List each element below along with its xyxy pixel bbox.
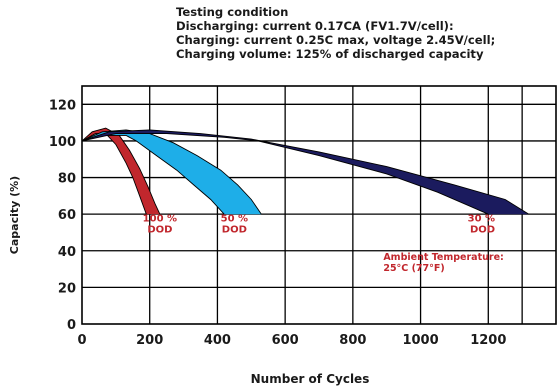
series-label: 30 % bbox=[468, 213, 495, 224]
series-area bbox=[82, 129, 529, 215]
y-axis-title: Capacity (%) bbox=[8, 176, 21, 254]
series-label: DOD bbox=[147, 224, 172, 235]
testing-condition-line: Charging volume: 125% of discharged capa… bbox=[176, 47, 484, 61]
grid bbox=[81, 85, 557, 325]
x-tick-label: 400 bbox=[204, 333, 231, 348]
series-areas bbox=[81, 127, 530, 215]
series-label: DOD bbox=[470, 224, 495, 235]
y-tick-label: 0 bbox=[67, 318, 76, 333]
series-upper-line bbox=[81, 129, 262, 215]
x-tick-label: 200 bbox=[136, 333, 163, 348]
series-label: 100 % bbox=[143, 213, 177, 224]
y-tick-label: 20 bbox=[58, 281, 76, 296]
x-tick-label: 800 bbox=[339, 333, 366, 348]
y-tick-label: 80 bbox=[58, 172, 76, 187]
y-tick-label: 120 bbox=[49, 98, 76, 113]
x-tick-label: 600 bbox=[272, 333, 299, 348]
series-area bbox=[82, 129, 262, 215]
series-upper-line bbox=[81, 129, 530, 215]
series-label: 50 % bbox=[221, 213, 248, 224]
series-lower-line bbox=[81, 133, 489, 215]
series-label: DOD bbox=[222, 224, 247, 235]
annotation-label: 25°C (77°F) bbox=[383, 263, 444, 274]
plot-frame bbox=[81, 85, 557, 325]
annotation-label: Ambient Temperature: bbox=[383, 252, 504, 263]
series-upper-line bbox=[81, 127, 161, 215]
testing-condition-line: Charging: current 0.25C max, voltage 2.4… bbox=[176, 33, 496, 47]
series-lower-line bbox=[81, 134, 225, 215]
series-area bbox=[82, 128, 160, 215]
testing-condition-heading: Testing condition bbox=[176, 5, 289, 19]
x-axis-title: Number of Cycles bbox=[251, 372, 370, 386]
x-tick-label: 0 bbox=[77, 333, 86, 348]
testing-condition: Testing condition Discharging: current 0… bbox=[176, 5, 495, 61]
y-tick-label: 100 bbox=[49, 135, 76, 150]
x-tick-label: 1000 bbox=[402, 333, 438, 348]
y-tick-label: 40 bbox=[58, 245, 76, 260]
x-tick-label: 1200 bbox=[470, 333, 506, 348]
y-tick-label: 60 bbox=[58, 208, 76, 223]
testing-condition-line: Discharging: current 0.17CA (FV1.7V/cell… bbox=[176, 19, 454, 33]
